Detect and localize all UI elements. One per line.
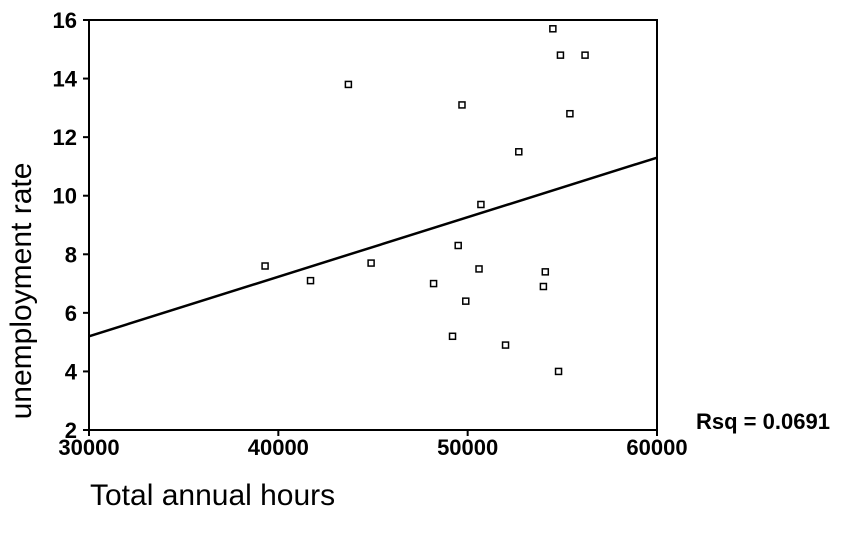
data-points — [261, 25, 589, 376]
data-point — [501, 341, 510, 349]
data-point — [462, 297, 470, 305]
data-point — [515, 148, 523, 156]
y-tick-label: 6 — [65, 301, 77, 326]
data-point — [261, 262, 269, 270]
data-point — [477, 200, 485, 209]
plot-frame — [88, 19, 658, 431]
x-tick-label: 60000 — [626, 435, 687, 460]
axis-labels: 2 4 6 8 10 12 14 16 30000 40000 50000 60000 — [53, 8, 688, 460]
y-tick-label: 10 — [53, 184, 77, 209]
data-point — [448, 332, 457, 341]
fit-line-group — [88, 156, 658, 338]
data-point — [306, 276, 315, 285]
data-point — [367, 259, 375, 267]
y-tick-label: 2 — [65, 418, 77, 443]
y-tick-label: 4 — [65, 359, 78, 384]
y-tick-label: 16 — [53, 8, 77, 33]
x-tick-label: 50000 — [437, 435, 498, 460]
data-point — [549, 25, 557, 33]
data-point — [566, 109, 574, 118]
x-axis-title: Total annual hours — [90, 479, 335, 512]
data-point — [554, 367, 563, 376]
y-tick-label: 14 — [53, 67, 78, 92]
data-point — [458, 101, 466, 109]
x-tick-label: 30000 — [58, 435, 119, 460]
y-tick-label: 12 — [53, 125, 77, 150]
rsq-annotation: Rsq = 0.0691 — [696, 409, 830, 434]
data-point — [344, 80, 353, 89]
data-point — [556, 51, 565, 59]
data-point — [541, 268, 550, 276]
data-point — [429, 279, 438, 288]
axis-ticks — [83, 19, 658, 436]
plot-border — [88, 19, 658, 431]
data-point — [539, 282, 548, 291]
y-axis-title: unemployment rate — [5, 163, 38, 420]
x-tick-label: 40000 — [248, 435, 309, 460]
regression-line — [88, 156, 658, 338]
data-point — [475, 265, 483, 273]
y-tick-label: 8 — [65, 242, 77, 267]
data-point — [454, 241, 462, 250]
data-point — [581, 51, 589, 59]
